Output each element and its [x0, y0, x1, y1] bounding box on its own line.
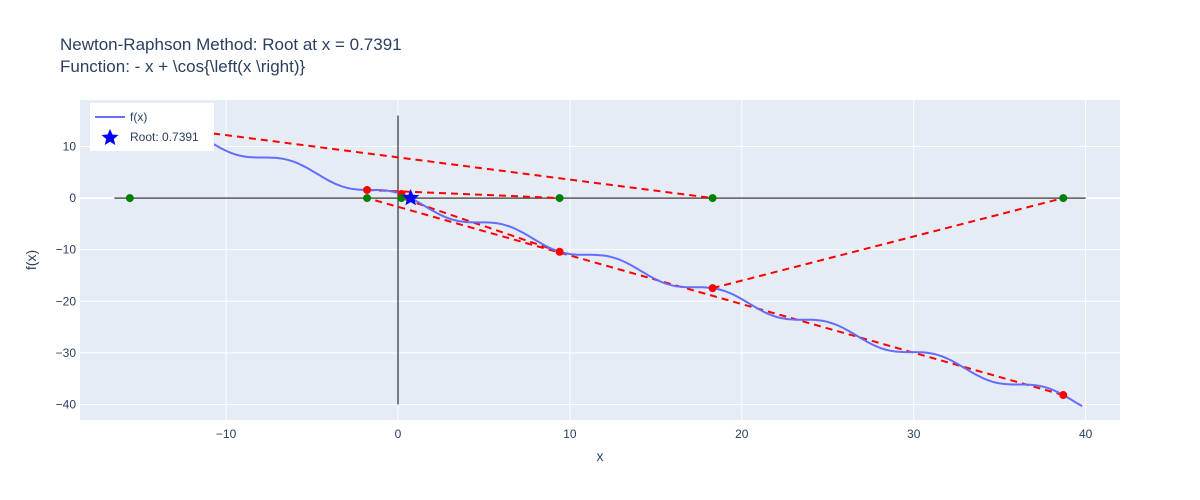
root-star-icon — [402, 189, 420, 206]
x-tick-label: 0 — [395, 427, 402, 441]
legend-label-root: Root: 0.7391 — [130, 130, 199, 144]
x-tick-label: 10 — [563, 427, 577, 441]
curve-point — [708, 284, 717, 293]
tangent-line — [401, 197, 560, 253]
y-tick-label: 10 — [63, 139, 77, 153]
y-tick-label: −30 — [56, 346, 77, 360]
axis-point — [555, 194, 564, 203]
function-curve-path — [208, 140, 1083, 407]
x-tick-label: 20 — [735, 427, 749, 441]
chart-title: Newton-Raphson Method: Root at x = 0.739… — [60, 34, 402, 78]
tick-labels: −10 0 10 20 30 40 10 0 −10 −20 −30 −40 — [56, 139, 1093, 441]
y-tick-label: −10 — [56, 243, 77, 257]
tangent-line — [712, 197, 1064, 290]
x-tick-label: 40 — [1079, 427, 1093, 441]
x-tick-label: 30 — [907, 427, 921, 441]
x-tick-label: −10 — [216, 427, 237, 441]
axis-point — [708, 194, 717, 203]
y-tick-label: −40 — [56, 398, 77, 412]
y-tick-label: 0 — [69, 191, 76, 205]
plot-area — [80, 100, 1120, 420]
tangent-line — [367, 188, 560, 200]
legend-label-curve: f(x) — [130, 110, 148, 124]
title-line-2: Function: - x + \cos{\left(x \right)} — [60, 57, 306, 76]
axis-point — [363, 194, 372, 203]
y-axis-label: f(x) — [23, 250, 39, 270]
axis-point — [1059, 194, 1068, 203]
function-curve — [208, 140, 1083, 407]
legend-item-curve[interactable]: f(x) — [90, 107, 147, 127]
legend-item-root[interactable]: Root: 0.7391 — [90, 127, 199, 147]
legend-line-icon — [90, 107, 130, 127]
curve-point — [1059, 391, 1068, 400]
axis-point — [125, 194, 134, 203]
y-tick-label: −20 — [56, 294, 77, 308]
x-axis-label: x — [597, 448, 604, 464]
curve-point — [555, 247, 564, 256]
curve-point — [363, 185, 372, 194]
root-marker — [402, 189, 420, 206]
zero-axis-lines — [114, 115, 1086, 405]
title-line-1: Newton-Raphson Method: Root at x = 0.739… — [60, 35, 402, 54]
legend-star-icon — [90, 127, 130, 147]
iteration-points — [125, 118, 1068, 400]
tangent-line — [129, 121, 713, 200]
tangent-line — [366, 197, 1064, 396]
legend: f(x) Root: 0.7391 — [90, 103, 214, 151]
